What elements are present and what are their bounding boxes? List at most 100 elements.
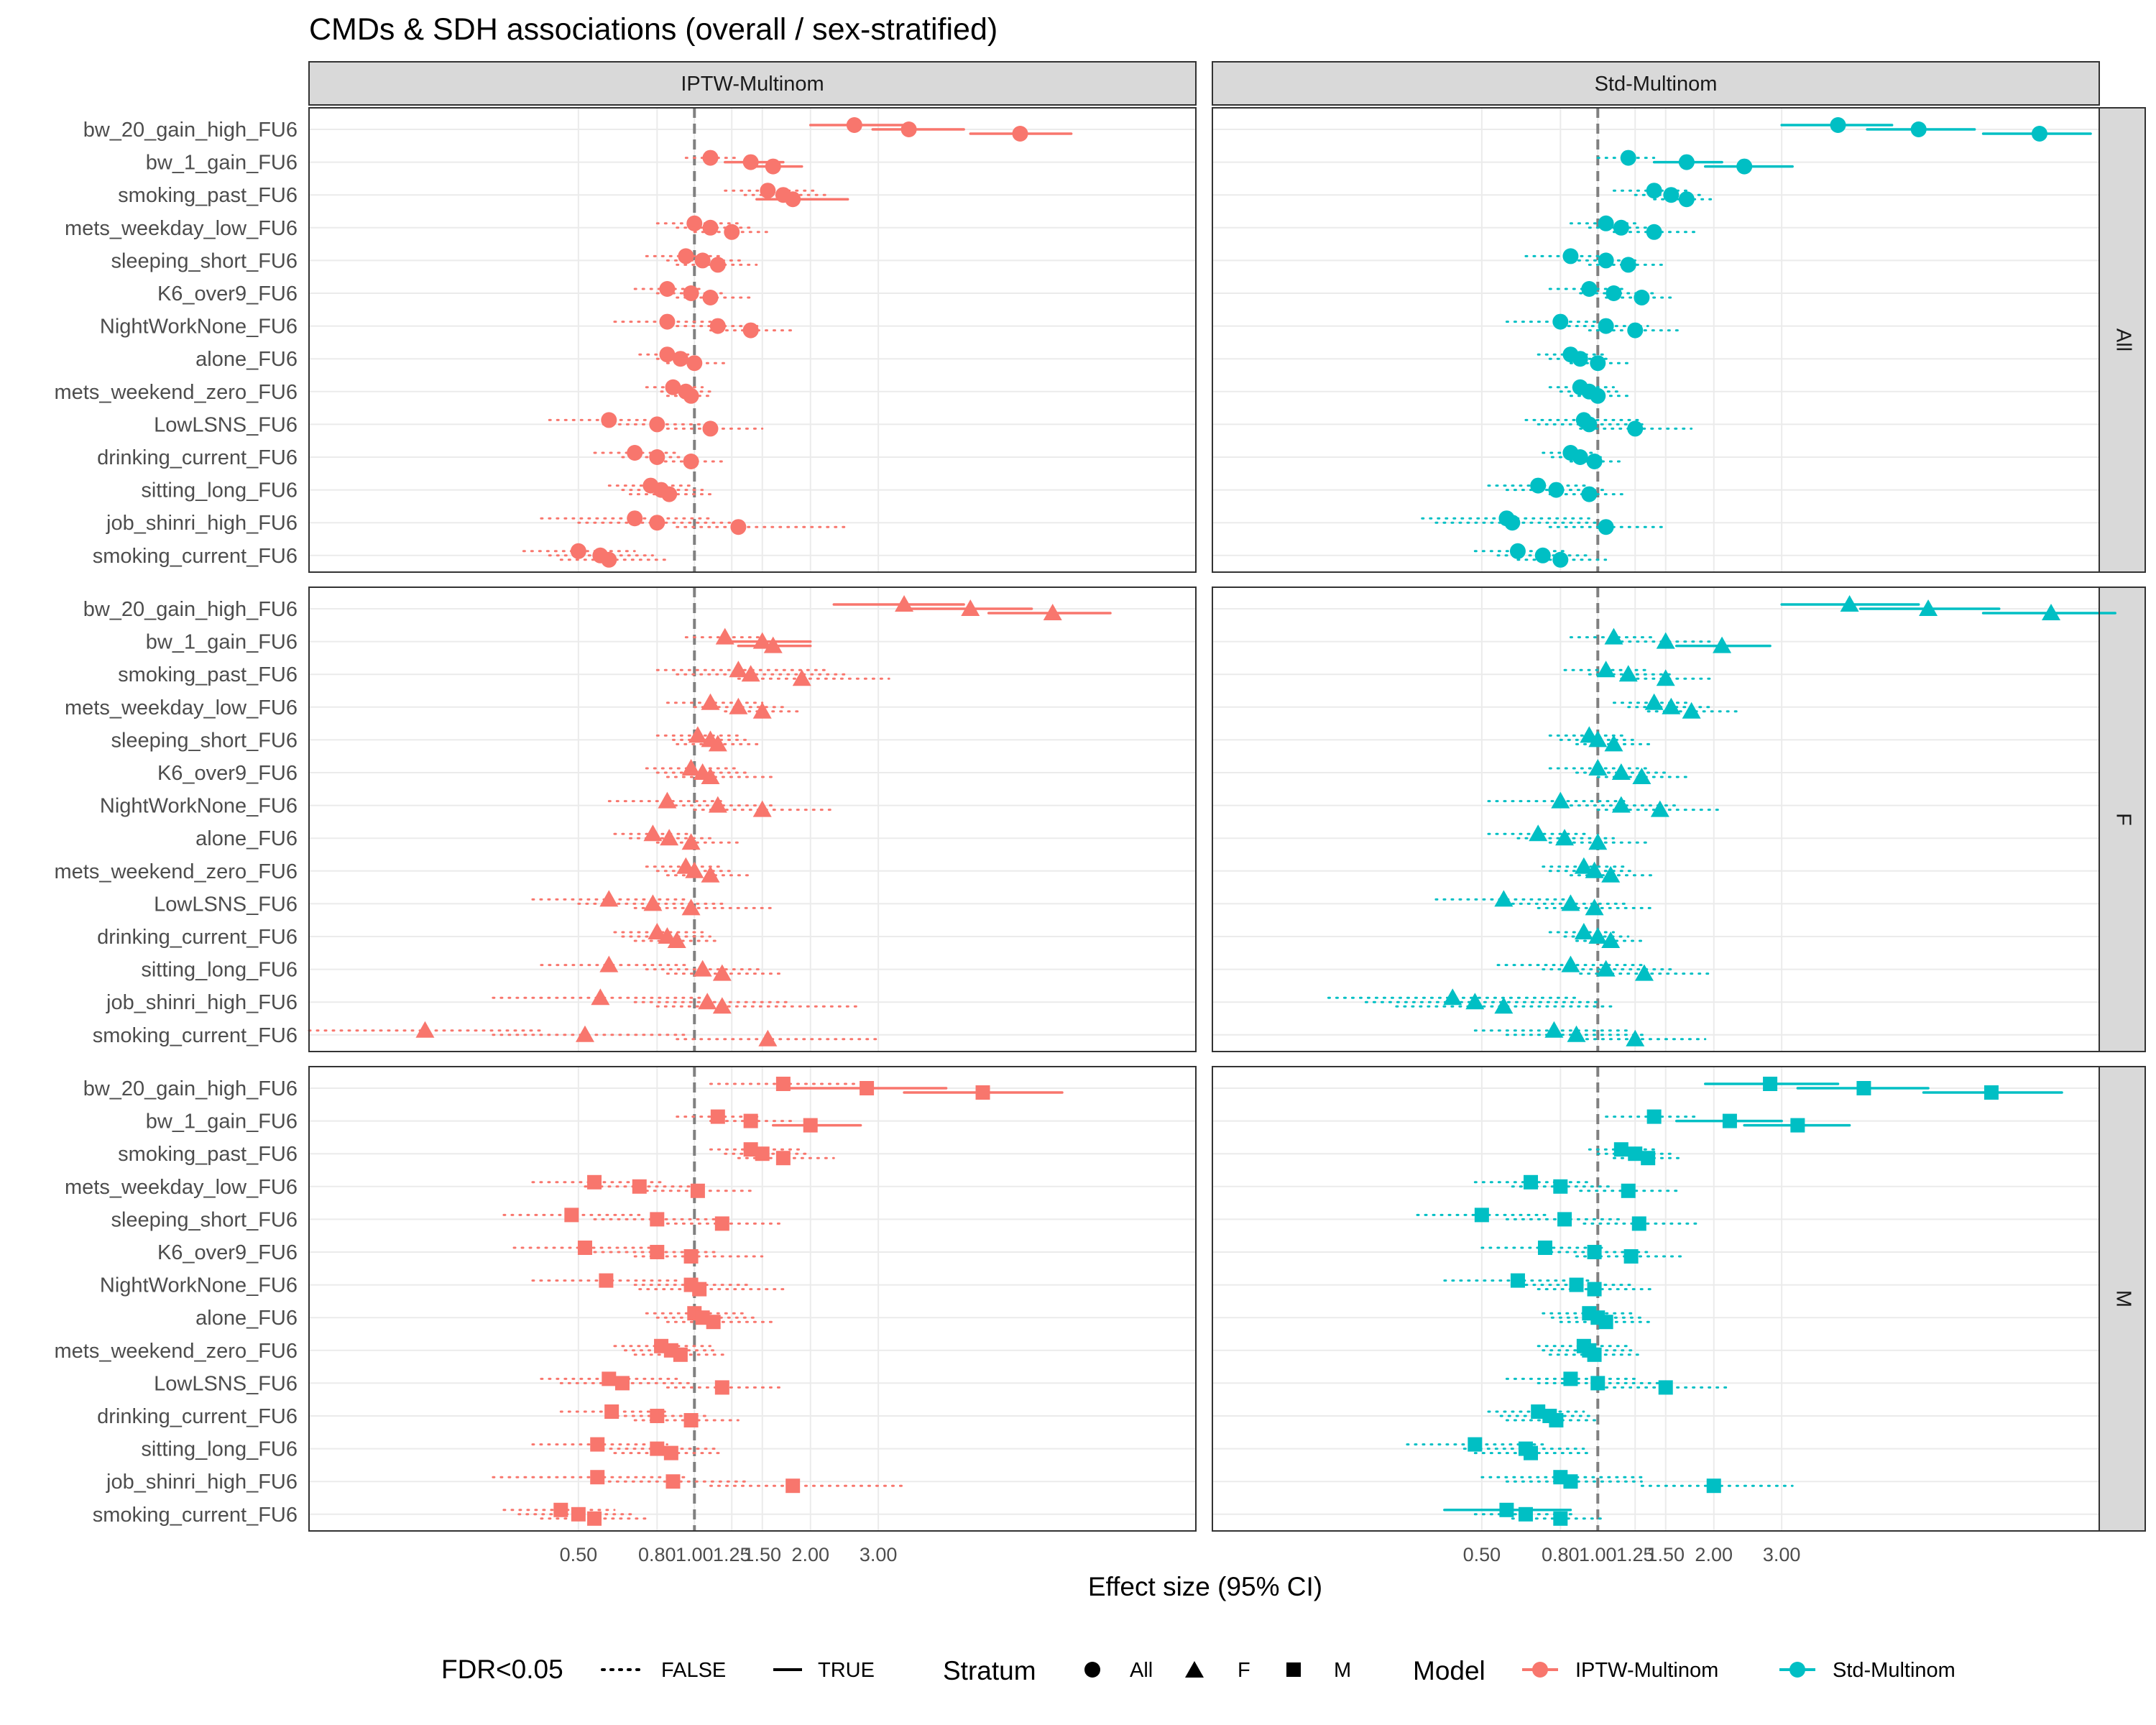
point-estimate: [694, 252, 711, 269]
point-estimate: [1585, 898, 1604, 916]
point-estimate: [702, 219, 719, 236]
point-estimate: [1840, 595, 1859, 612]
row-strip-label: M: [2111, 1290, 2134, 1307]
y-axis-label: sitting_long_FU6: [141, 479, 298, 502]
point-estimate: [1763, 1077, 1778, 1091]
legend-stratum-f-label: F: [1238, 1659, 1250, 1682]
panel-border: [1212, 586, 2100, 1052]
y-axis-label: sitting_long_FU6: [141, 1438, 298, 1461]
point-estimate: [1611, 763, 1631, 780]
point-estimate: [1678, 191, 1695, 208]
point-estimate: [672, 351, 688, 367]
point-estimate: [587, 1174, 602, 1190]
point-estimate: [792, 669, 811, 686]
point-estimate: [743, 1113, 758, 1128]
point-estimate: [1524, 1445, 1539, 1460]
point-estimate: [1561, 955, 1580, 972]
point-estimate: [1656, 669, 1675, 686]
point-estimate: [1641, 1151, 1656, 1166]
point-estimate: [601, 412, 617, 428]
y-axis-label: smoking_past_FU6: [118, 184, 298, 207]
y-axis-label: alone_FU6: [195, 348, 298, 371]
point-estimate: [1551, 791, 1570, 809]
panel-background: [309, 1067, 1196, 1531]
y-axis-label: smoking_current_FU6: [93, 1024, 298, 1047]
point-estimate: [698, 993, 717, 1010]
point-estimate: [1627, 322, 1644, 339]
point-estimate: [1606, 285, 1622, 301]
y-axis-label: K6_over9_FU6: [157, 762, 298, 785]
point-estimate: [1557, 1212, 1572, 1227]
point-estimate: [1494, 997, 1514, 1014]
point-estimate: [1984, 1085, 1999, 1100]
point-estimate: [678, 248, 694, 264]
point-estimate: [683, 454, 699, 469]
row-strip: [2099, 107, 2146, 573]
point-estimate: [599, 890, 619, 907]
point-estimate: [708, 796, 727, 813]
point-estimate: [659, 346, 676, 363]
point-estimate: [1632, 768, 1651, 784]
facet-panel: [308, 586, 1197, 1052]
point-estimate: [1588, 730, 1608, 748]
panel-background: [1212, 1067, 2099, 1531]
point-estimate: [895, 595, 914, 612]
point-estimate: [683, 1413, 699, 1427]
panel-background: [1212, 108, 2099, 572]
point-estimate: [1043, 604, 1062, 620]
y-axis-label: drinking_current_FU6: [97, 446, 298, 469]
x-tick-label: 0.80: [1542, 1544, 1580, 1565]
point-estimate: [760, 183, 776, 199]
legend-stratum-m-key: [1286, 1662, 1301, 1677]
x-tick-label: 1.00: [1579, 1544, 1617, 1565]
point-estimate: [1650, 800, 1669, 817]
point-estimate: [1537, 1241, 1552, 1255]
x-tick-label: 0.80: [638, 1544, 676, 1565]
point-estimate: [643, 824, 663, 842]
point-estimate: [1499, 1502, 1514, 1517]
point-estimate: [860, 1081, 875, 1095]
x-tick-label: 1.25: [1616, 1544, 1654, 1565]
point-estimate: [1588, 833, 1608, 850]
point-estimate: [1587, 1282, 1602, 1297]
point-estimate: [1569, 1277, 1584, 1292]
point-estimate: [1598, 318, 1614, 334]
point-estimate: [1529, 824, 1548, 842]
legend-stratum-all-key: [1084, 1662, 1100, 1678]
point-estimate: [1736, 158, 1753, 175]
point-estimate: [1465, 993, 1485, 1010]
point-estimate: [743, 1142, 758, 1157]
y-axis-label: LowLSNS_FU6: [154, 413, 298, 436]
y-axis-label: alone_FU6: [195, 827, 298, 850]
point-estimate: [1613, 219, 1629, 236]
point-estimate: [663, 1445, 678, 1460]
point-estimate: [714, 1380, 729, 1395]
point-estimate: [1663, 187, 1680, 203]
point-estimate: [1524, 1174, 1539, 1190]
point-estimate: [729, 661, 748, 678]
point-estimate: [1646, 1109, 1662, 1124]
facet-panel: [1212, 586, 2116, 1052]
point-estimate: [1588, 927, 1608, 944]
point-estimate: [683, 1249, 699, 1264]
point-estimate: [1552, 313, 1569, 330]
row-strip: [2099, 586, 2146, 1052]
point-estimate: [683, 387, 699, 404]
point-estimate: [686, 355, 703, 372]
point-estimate: [1634, 290, 1650, 305]
point-estimate: [1574, 857, 1593, 874]
point-estimate: [1563, 1474, 1578, 1489]
point-estimate: [658, 927, 677, 944]
point-estimate: [712, 997, 732, 1014]
point-estimate: [1494, 890, 1514, 907]
point-estimate: [1590, 387, 1606, 404]
y-axis-label: alone_FU6: [195, 1307, 298, 1330]
point-estimate: [692, 1282, 707, 1297]
point-estimate: [1598, 252, 1614, 269]
point-estimate: [661, 486, 678, 502]
point-estimate: [1590, 1376, 1606, 1391]
point-estimate: [710, 1109, 725, 1124]
point-estimate: [1596, 960, 1616, 977]
point-estimate: [900, 121, 917, 137]
point-estimate: [1646, 224, 1662, 240]
